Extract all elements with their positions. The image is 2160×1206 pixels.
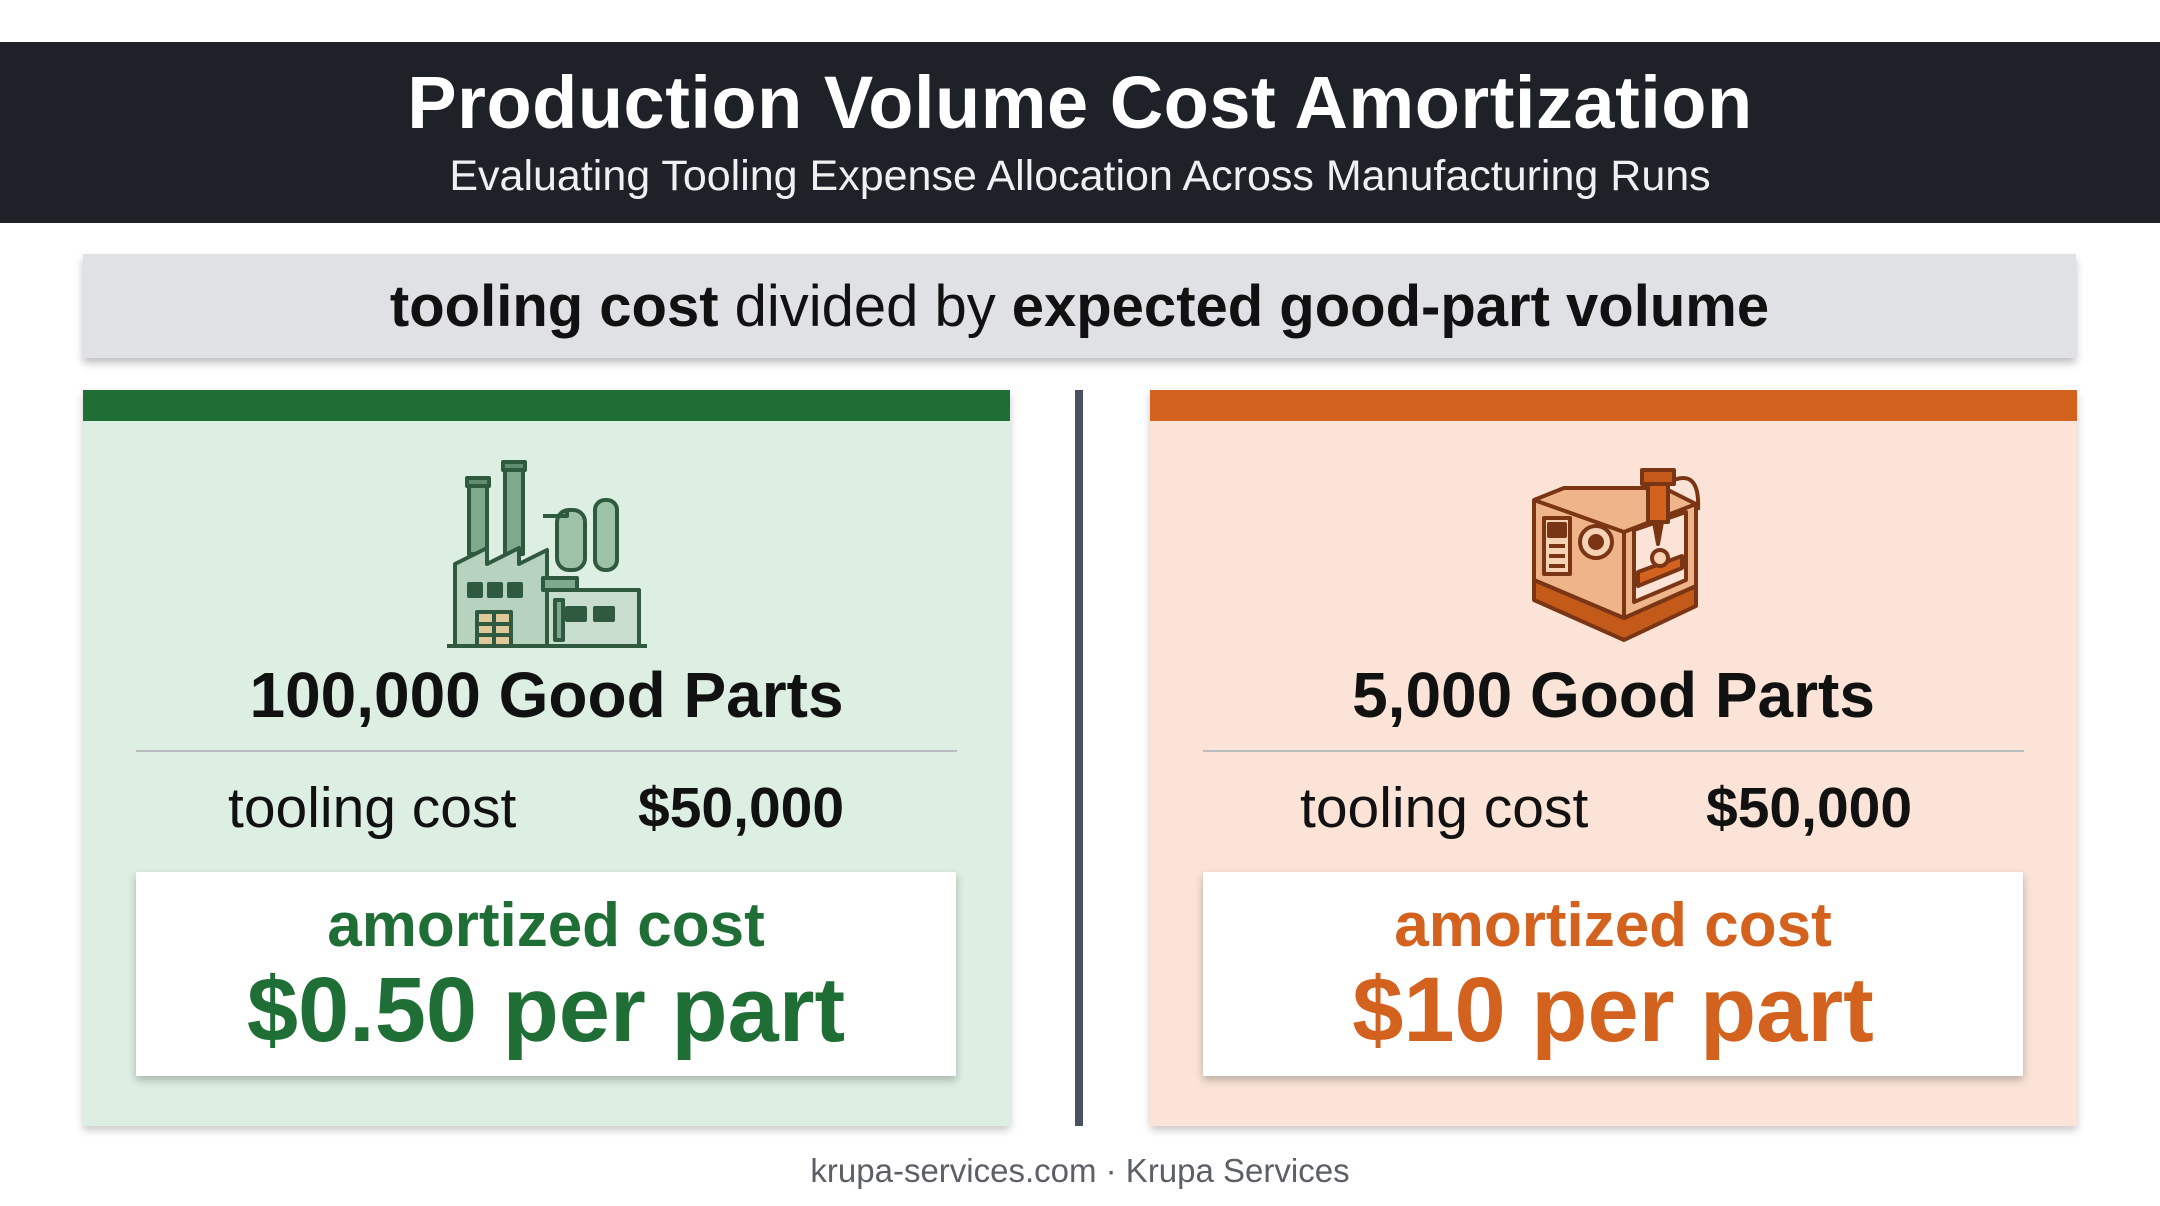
part-volume: 100,000 Good Parts	[249, 659, 844, 731]
header-banner: Production Volume Cost Amortization Eval…	[0, 42, 2160, 223]
low-volume-panel: 5,000 Good Parts tooling cost $50,000 am…	[1150, 390, 2077, 1126]
panel-accent-bar	[83, 390, 1010, 421]
page-subtitle: Evaluating Tooling Expense Allocation Ac…	[449, 152, 1711, 200]
tooling-cost-value: $50,000	[638, 776, 845, 840]
part-volume: 5,000 Good Parts	[1352, 659, 1875, 731]
amortized-cost-box: amortized cost $10 per part	[1203, 872, 2023, 1076]
high-volume-panel: 100,000 Good Parts tooling cost $50,000 …	[83, 390, 1010, 1126]
amortized-cost-value: $10 per part	[1352, 959, 1874, 1061]
amortized-cost-label: amortized cost	[327, 891, 765, 960]
center-divider	[1075, 390, 1083, 1126]
amortized-cost-box: amortized cost $0.50 per part	[136, 872, 956, 1076]
factory-icon	[446, 460, 647, 648]
formula-banner: tooling cost divided by expected good-pa…	[83, 254, 2076, 358]
formula-denominator: expected good-part volume	[1011, 273, 1770, 339]
tooling-cost-label: tooling cost	[228, 776, 517, 840]
tooling-cost-value: $50,000	[1706, 776, 1913, 840]
divider-line	[136, 750, 957, 752]
cnc-machine-icon	[1531, 468, 1700, 642]
divider-line	[1203, 750, 2024, 752]
panel-accent-bar	[1150, 390, 2077, 421]
footer-credit: krupa-services.com · Krupa Services	[810, 1152, 1350, 1189]
amortized-cost-value: $0.50 per part	[246, 959, 846, 1061]
formula-operator: divided by	[734, 273, 996, 339]
page-title: Production Volume Cost Amortization	[407, 61, 1753, 144]
formula-numerator: tooling cost	[389, 273, 719, 339]
tooling-cost-label: tooling cost	[1300, 776, 1589, 840]
amortized-cost-label: amortized cost	[1394, 891, 1832, 960]
